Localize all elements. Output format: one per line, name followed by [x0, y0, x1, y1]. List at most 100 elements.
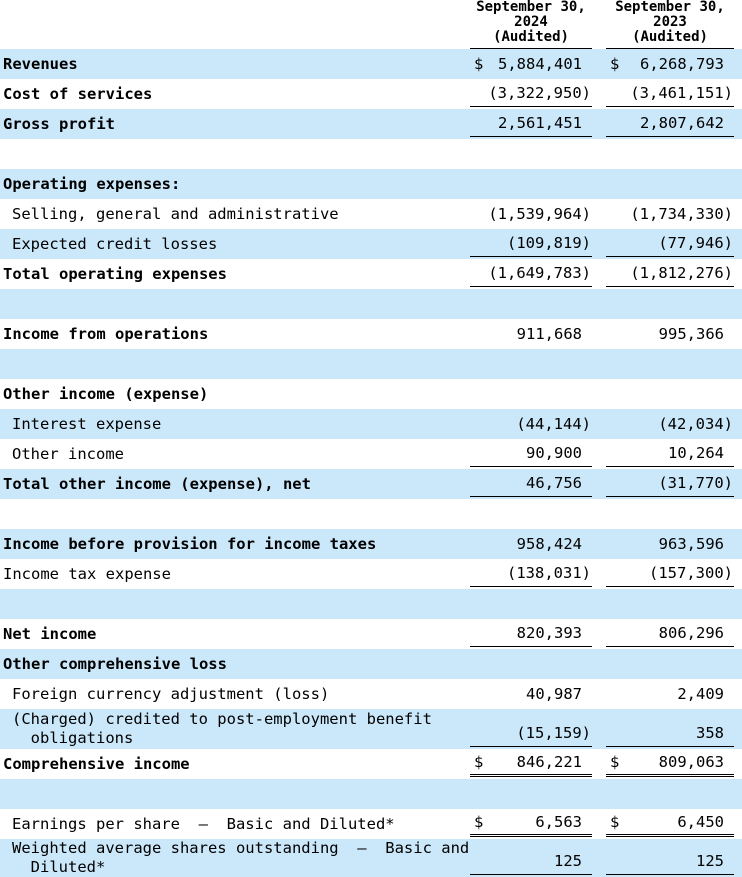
- row-label: Comprehensive income: [3, 754, 190, 773]
- row-net-income: Net income 820,393 806,296: [0, 619, 742, 649]
- amount: (42,034): [658, 414, 733, 433]
- value-2024: $6,563: [470, 810, 592, 837]
- row-total-operating-expenses: Total operating expenses (1,649,783) (1,…: [0, 259, 742, 289]
- row-label: Revenues: [3, 54, 78, 73]
- amount: 90,900: [526, 444, 582, 462]
- column-header-2023-text: September 30, 2023 (Audited): [615, 0, 725, 45]
- value-2024: $5,884,401: [470, 50, 592, 77]
- currency-symbol: $: [610, 813, 620, 831]
- row-label: Other income (expense): [3, 384, 209, 403]
- row-label: Income before provision for income taxes: [3, 534, 377, 553]
- amount: (3,322,950): [488, 84, 591, 102]
- row-earnings-per-share: Earnings per share – Basic and Diluted* …: [0, 809, 742, 839]
- value-2023: (1,734,330): [606, 200, 734, 227]
- value-2024: 90,900: [470, 440, 592, 467]
- amount: 125: [554, 852, 582, 870]
- row-label: Total operating expenses: [3, 264, 227, 283]
- row-gross-profit: Gross profit 2,561,451 2,807,642: [0, 109, 742, 139]
- value-2023: 963,596: [606, 530, 734, 557]
- row-weighted-average-shares: Weighted average shares outstanding – Ba…: [0, 839, 742, 877]
- value-2023: 806,296: [606, 620, 734, 647]
- value-2023: 358: [606, 720, 734, 747]
- amount: 6,563: [535, 813, 582, 831]
- value-2024: 820,393: [470, 620, 592, 647]
- amount: 10,264: [668, 444, 724, 462]
- value-2024: [470, 380, 592, 407]
- value-2024: (138,031): [470, 560, 592, 587]
- spacer-row: [0, 779, 742, 809]
- column-header-2023: September 30, 2023 (Audited): [606, 0, 734, 49]
- amount: 2,561,451: [498, 114, 582, 132]
- value-2024: 46,756: [470, 470, 592, 497]
- value-2023: 2,409: [606, 680, 734, 707]
- row-operating-expenses-header: Operating expenses:: [0, 169, 742, 199]
- value-2023: 125: [606, 848, 734, 875]
- amount: (138,031): [507, 564, 591, 582]
- amount: 2,807,642: [640, 114, 724, 132]
- row-label: Income tax expense: [3, 564, 171, 583]
- row-interest-expense: Interest expense (44,144) (42,034): [0, 409, 742, 439]
- value-2024: (44,144): [470, 410, 592, 437]
- value-2024: (15,159): [470, 720, 592, 747]
- amount: 358: [696, 724, 724, 742]
- column-header-2024-text: September 30, 2024 (Audited): [476, 0, 586, 45]
- value-2023: (77,946): [606, 230, 734, 257]
- column-header-2024: September 30, 2024 (Audited): [470, 0, 592, 49]
- value-2023: (42,034): [606, 410, 734, 437]
- amount: 6,450: [677, 813, 724, 831]
- value-2024: (109,819): [470, 230, 592, 257]
- amount: (109,819): [507, 234, 591, 252]
- value-2023: $6,450: [606, 810, 734, 837]
- amount: 125: [696, 852, 724, 870]
- row-label: (Charged) credited to post-employment be…: [12, 710, 432, 747]
- value-2024: $846,221: [470, 750, 592, 777]
- spacer-row: [0, 589, 742, 619]
- amount: 846,221: [516, 753, 582, 771]
- amount: 911,668: [516, 324, 582, 343]
- value-2024: 40,987: [470, 680, 592, 707]
- spacer-row: [0, 349, 742, 379]
- amount: (157,300): [649, 564, 733, 582]
- row-other-comprehensive-loss-header: Other comprehensive loss: [0, 649, 742, 679]
- column-header-row: September 30, 2024 (Audited) September 3…: [0, 0, 742, 49]
- value-2024: 958,424: [470, 530, 592, 557]
- spacer-row: [0, 499, 742, 529]
- row-other-income-expense-header: Other income (expense): [0, 379, 742, 409]
- amount: (77,946): [658, 234, 733, 252]
- amount: (1,649,783): [488, 264, 591, 282]
- value-2024: (1,539,964): [470, 200, 592, 227]
- amount: (15,159): [516, 724, 591, 742]
- amount: 40,987: [526, 684, 582, 703]
- currency-symbol: $: [610, 753, 620, 771]
- value-2023: $6,268,793: [606, 50, 734, 77]
- amount: (1,812,276): [630, 264, 733, 282]
- value-2023: $809,063: [606, 750, 734, 777]
- amount: (44,144): [516, 414, 591, 433]
- amount: 5,884,401: [498, 54, 582, 73]
- row-label: Expected credit losses: [12, 234, 218, 253]
- row-income-tax-expense: Income tax expense (138,031) (157,300): [0, 559, 742, 589]
- row-label: Interest expense: [12, 414, 162, 433]
- row-label: Earnings per share – Basic and Diluted*: [12, 814, 395, 833]
- row-label: Cost of services: [3, 84, 153, 103]
- amount: (1,539,964): [488, 204, 591, 223]
- value-2023: [606, 650, 734, 677]
- amount: 995,366: [658, 324, 724, 343]
- row-label: Selling, general and administrative: [12, 204, 339, 223]
- value-2023: [606, 170, 734, 197]
- row-expected-credit-losses: Expected credit losses (109,819) (77,946…: [0, 229, 742, 259]
- amount: 820,393: [516, 624, 582, 642]
- row-label: Operating expenses:: [3, 174, 181, 193]
- value-2023: 2,807,642: [606, 110, 734, 137]
- row-total-other-income-expense-net: Total other income (expense), net 46,756…: [0, 469, 742, 499]
- row-income-from-operations: Income from operations 911,668 995,366: [0, 319, 742, 349]
- row-label: Other income: [12, 444, 124, 463]
- value-2024: [470, 170, 592, 197]
- amount: 806,296: [658, 624, 724, 642]
- value-2024: (3,322,950): [470, 80, 592, 107]
- row-other-income: Other income 90,900 10,264: [0, 439, 742, 469]
- row-label: Total other income (expense), net: [3, 474, 311, 493]
- row-foreign-currency-adjustment: Foreign currency adjustment (loss) 40,98…: [0, 679, 742, 709]
- amount: 2,409: [677, 684, 724, 703]
